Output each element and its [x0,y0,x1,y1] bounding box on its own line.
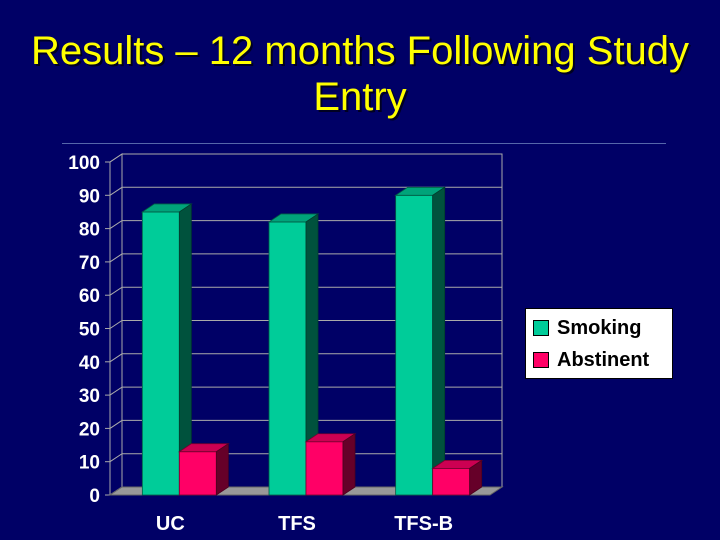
y-tick-label: 100 [68,153,100,174]
gridline [109,153,502,163]
y-tick-label: 90 [79,186,100,207]
legend-label-smoking: Smoking [557,316,642,339]
legend-item-smoking: Smoking [533,317,641,339]
x-category-label-uc: UC [156,513,185,535]
bar-side-abstinent-tfs [342,432,356,496]
bar-front-smoking-tfs-b [395,194,434,496]
gridline [109,419,502,429]
x-category-label-tfs-b: TFS-B [394,513,453,535]
bar-abstinent-tfs-b [431,459,483,496]
y-axis-tick-labels: 0 10 20 30 40 50 60 70 80 90 100 [68,153,100,507]
x-category-label-tfs: TFS [278,513,316,535]
gridline [109,453,502,463]
chart-bars [141,186,483,496]
bar-front-abstinent-tfs-b [432,467,471,496]
bar-front-smoking-uc [141,211,180,496]
bar-side-abstinent-uc [215,442,229,496]
gridline [109,253,502,263]
gridline [109,386,502,396]
y-tick-label: 40 [79,353,100,374]
y-tick-label: 70 [79,253,100,274]
legend-label-abstinent: Abstinent [557,348,650,371]
gridline [109,186,502,196]
bar-side-smoking-tfs-b [432,186,446,496]
gridline [109,320,502,329]
bar-smoking-uc [141,203,193,496]
legend-swatch-smoking [533,320,549,336]
gridline [109,353,502,363]
y-tick-label: 60 [79,286,100,307]
gridline [109,220,502,230]
bar-side-abstinent-tfs-b [469,459,483,496]
bar-front-smoking-tfs [268,221,307,496]
x-axis-category-labels: UC TFS TFS-B [156,513,453,535]
bar-abstinent-tfs [304,432,357,496]
bar-abstinent-uc [178,442,230,496]
title-divider [62,143,666,144]
bar-smoking-tfs-b [394,186,446,496]
bar-front-abstinent-tfs [305,441,344,496]
bar-smoking-tfs [267,213,320,496]
y-tick-label: 20 [79,419,100,440]
legend-swatch-abstinent [533,352,549,368]
y-tick-label: 30 [79,386,100,407]
chart-legend: Smoking Abstinent [525,308,673,379]
y-tick-label: 50 [79,320,100,341]
legend-item-abstinent: Abstinent [533,349,649,371]
y-tick-label: 0 [89,486,100,507]
y-tick-label: 80 [79,220,100,241]
y-tick-label: 10 [79,453,100,474]
bar-front-abstinent-uc [178,451,217,496]
gridline [109,286,502,296]
slide-title: Results – 12 months Following Study Entr… [30,29,690,119]
